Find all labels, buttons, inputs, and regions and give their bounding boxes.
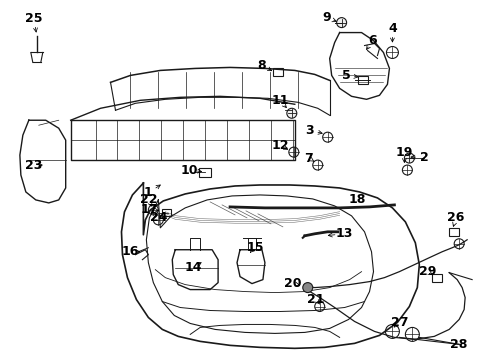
Text: 16: 16	[122, 245, 139, 258]
Bar	[162, 210, 170, 216]
Text: 23: 23	[25, 158, 42, 172]
Text: 10: 10	[180, 163, 198, 176]
Text: 20: 20	[284, 277, 301, 290]
Text: 1: 1	[143, 186, 152, 199]
Text: 14: 14	[184, 261, 202, 274]
Text: 26: 26	[447, 211, 464, 224]
Bar	[431, 274, 441, 282]
Text: 17: 17	[141, 203, 158, 216]
Text: 24: 24	[149, 211, 167, 224]
Text: 25: 25	[25, 12, 42, 25]
Text: 2: 2	[419, 150, 428, 163]
Text: 11: 11	[270, 94, 288, 107]
Text: 3: 3	[305, 124, 313, 137]
Text: 19: 19	[395, 145, 412, 159]
Bar	[272, 68, 282, 76]
Circle shape	[302, 283, 312, 293]
Text: 8: 8	[257, 59, 265, 72]
Bar	[357, 76, 367, 84]
Text: 18: 18	[348, 193, 366, 206]
Circle shape	[336, 18, 346, 28]
Text: 27: 27	[390, 316, 407, 329]
Text: 7: 7	[304, 152, 312, 165]
Text: 22: 22	[140, 193, 157, 206]
Text: 29: 29	[418, 265, 435, 278]
Text: 5: 5	[342, 69, 350, 82]
Text: 6: 6	[367, 34, 376, 47]
Text: 15: 15	[245, 241, 263, 254]
Bar	[448, 228, 458, 236]
Circle shape	[404, 153, 413, 163]
Circle shape	[286, 108, 296, 118]
Text: 12: 12	[270, 139, 288, 152]
Text: 28: 28	[449, 338, 467, 351]
Text: 13: 13	[335, 227, 352, 240]
Text: 4: 4	[387, 22, 396, 35]
Text: 21: 21	[306, 293, 324, 306]
Text: 9: 9	[322, 11, 330, 24]
Bar	[199, 167, 211, 176]
